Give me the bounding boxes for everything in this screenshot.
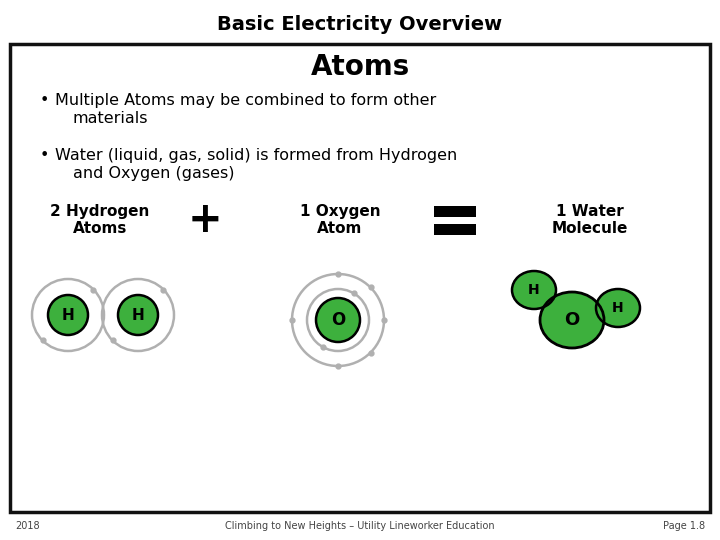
Text: 2 Hydrogen
Atoms: 2 Hydrogen Atoms <box>50 204 150 236</box>
Text: H: H <box>612 301 624 315</box>
Ellipse shape <box>596 289 640 327</box>
Text: H: H <box>528 283 540 297</box>
Text: Water (liquid, gas, solid) is formed from Hydrogen: Water (liquid, gas, solid) is formed fro… <box>55 148 457 163</box>
Bar <box>434 206 476 217</box>
Text: and Oxygen (gases): and Oxygen (gases) <box>73 166 235 181</box>
Text: Climbing to New Heights – Utility Lineworker Education: Climbing to New Heights – Utility Linewo… <box>225 521 495 531</box>
Text: O: O <box>331 311 345 329</box>
Circle shape <box>118 295 158 335</box>
Text: 2018: 2018 <box>15 521 40 531</box>
Text: Multiple Atoms may be combined to form other: Multiple Atoms may be combined to form o… <box>55 93 436 108</box>
Text: •: • <box>40 93 50 108</box>
Circle shape <box>316 298 360 342</box>
Text: H: H <box>132 307 145 322</box>
Text: Atoms: Atoms <box>310 53 410 81</box>
Text: +: + <box>188 199 222 241</box>
Text: Basic Electricity Overview: Basic Electricity Overview <box>217 15 503 34</box>
Text: 1 Water
Molecule: 1 Water Molecule <box>552 204 628 236</box>
Ellipse shape <box>512 271 556 309</box>
Text: Page 1.8: Page 1.8 <box>663 521 705 531</box>
Text: •: • <box>40 148 50 163</box>
Text: materials: materials <box>73 111 148 126</box>
Bar <box>434 224 476 235</box>
FancyBboxPatch shape <box>10 44 710 512</box>
Ellipse shape <box>540 292 604 348</box>
Circle shape <box>48 295 88 335</box>
Text: H: H <box>62 307 74 322</box>
Text: 1 Oxygen
Atom: 1 Oxygen Atom <box>300 204 380 236</box>
Text: O: O <box>564 311 580 329</box>
